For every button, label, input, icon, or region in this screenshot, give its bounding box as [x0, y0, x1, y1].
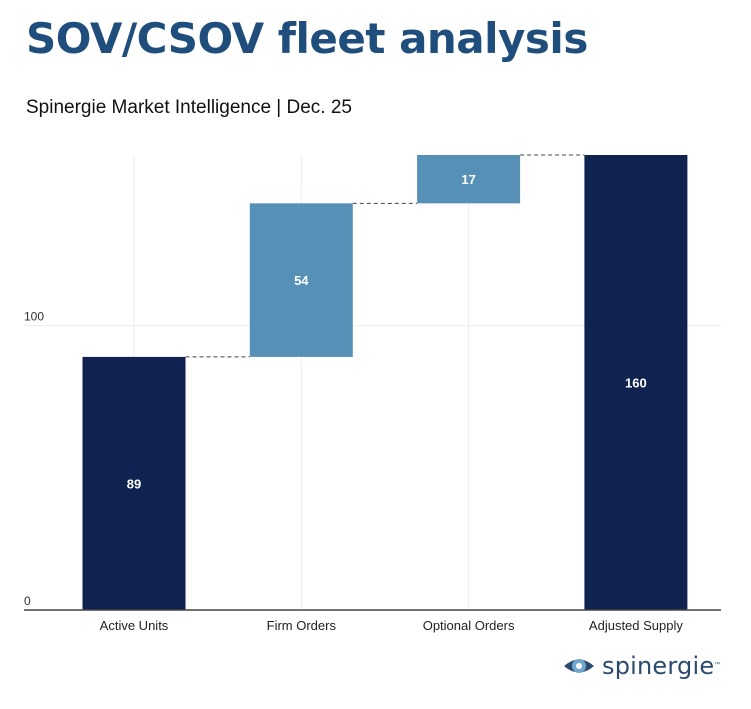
y-tick-label-0: 0	[24, 594, 31, 608]
bar-firm-orders	[249, 203, 353, 357]
bar-active-units	[82, 356, 186, 610]
bar-adjusted-supply	[584, 155, 688, 610]
spinergie-logo-tm: ™	[714, 662, 721, 668]
spinergie-logo-text: spinergie	[602, 652, 715, 680]
y-tick-label-100: 100	[24, 310, 44, 324]
bar-optional-orders	[417, 155, 521, 204]
data-label-adjusted-supply: 160	[625, 376, 647, 391]
spinergie-logo-icon	[564, 659, 594, 673]
chart-subtitle: Spinergie Market Intelligence | Dec. 25	[26, 97, 352, 118]
chart-title: SOV/CSOV fleet analysis	[26, 14, 588, 63]
data-label-firm-orders: 54	[294, 273, 309, 288]
x-tick-label-active-units: Active Units	[100, 618, 169, 633]
x-tick-label-firm-orders: Firm Orders	[267, 618, 337, 633]
data-label-active-units: 89	[127, 476, 141, 491]
x-tick-label-adjusted-supply: Adjusted Supply	[589, 618, 683, 633]
data-label-optional-orders: 17	[461, 172, 475, 187]
spinergie-logo: spinergie ™	[562, 652, 720, 680]
x-tick-label-optional-orders: Optional Orders	[423, 618, 515, 633]
